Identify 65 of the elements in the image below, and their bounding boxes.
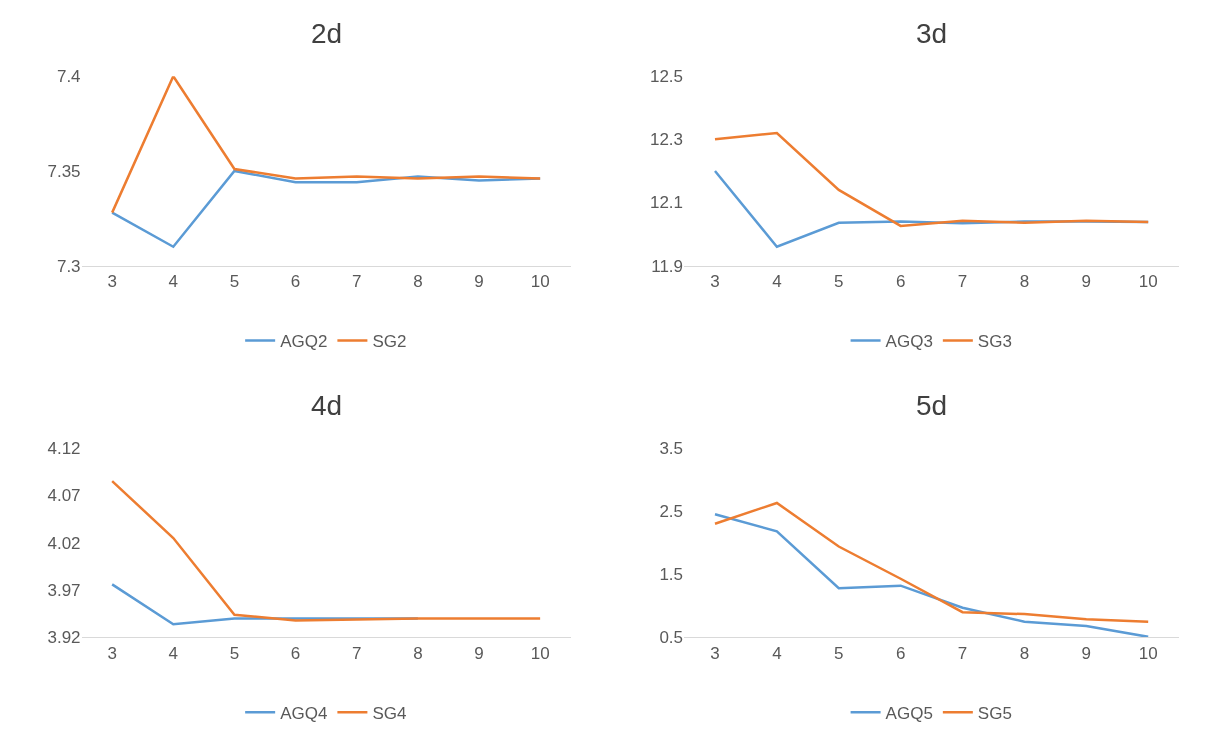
y-tick-label: 4.02 <box>47 533 81 553</box>
x-tick-label: 7 <box>351 272 362 292</box>
legend-label: SG5 <box>977 703 1012 723</box>
x-tick-label: 4 <box>772 272 782 292</box>
x-tick-label: 7 <box>957 272 968 292</box>
y-tick-label: 12.3 <box>649 130 684 150</box>
x-tick-label: 6 <box>895 643 906 663</box>
x-tick-label: 10 <box>530 643 550 663</box>
x-tick-label: 8 <box>1019 272 1030 292</box>
y-tick-label: 4.12 <box>47 438 81 458</box>
y-tick-label: 0.5 <box>659 628 684 648</box>
x-tick-label: 3 <box>710 272 720 292</box>
y-tick-label: 7.4 <box>56 67 81 87</box>
x-tick-label: 5 <box>834 272 844 292</box>
x-tick-label: 10 <box>1138 643 1158 663</box>
y-tick-label: 3.92 <box>47 628 81 648</box>
legend-label: AGQ2 <box>280 332 328 352</box>
chart-title: 2d <box>311 18 343 49</box>
x-tick-label: 5 <box>229 272 240 292</box>
chart-title: 4d <box>311 390 343 421</box>
x-tick-label: 10 <box>530 272 550 292</box>
legend-label: AGQ4 <box>280 703 328 723</box>
x-tick-label: 7 <box>351 643 362 663</box>
x-tick-label: 5 <box>229 643 240 663</box>
x-tick-label: 4 <box>168 643 179 663</box>
chart-title: 5d <box>916 390 948 421</box>
x-tick-label: 5 <box>834 643 844 663</box>
y-tick-label: 2.5 <box>659 502 684 522</box>
x-tick-label: 9 <box>474 643 484 663</box>
y-tick-label: 7.35 <box>47 161 81 181</box>
x-tick-label: 6 <box>290 272 301 292</box>
x-tick-label: 10 <box>1138 272 1158 292</box>
y-tick-label: 3.5 <box>659 438 684 458</box>
y-tick-label: 7.3 <box>56 256 81 276</box>
y-tick-label: 4.07 <box>47 486 81 506</box>
y-tick-label: 1.5 <box>659 565 684 585</box>
x-tick-label: 3 <box>107 272 117 292</box>
line-series <box>110 479 542 622</box>
x-tick-label: 9 <box>474 272 484 292</box>
legend-label: SG2 <box>372 332 407 352</box>
legend-label: SG3 <box>977 332 1012 352</box>
line-series <box>713 131 1150 228</box>
x-tick-label: 9 <box>1081 643 1092 663</box>
chart-title: 3d <box>916 18 948 49</box>
x-tick-label: 9 <box>1081 272 1092 292</box>
x-tick-label: 6 <box>290 643 301 663</box>
line-series <box>110 76 542 214</box>
line-series <box>713 501 1150 623</box>
y-tick-label: 11.9 <box>651 256 684 276</box>
x-tick-label: 8 <box>413 272 423 292</box>
x-tick-label: 8 <box>413 643 423 663</box>
x-tick-label: 7 <box>957 643 968 663</box>
y-tick-label: 3.97 <box>47 581 81 601</box>
x-tick-label: 8 <box>1019 643 1030 663</box>
y-tick-label: 12.5 <box>649 67 684 87</box>
x-tick-label: 3 <box>107 643 117 663</box>
x-tick-label: 4 <box>168 272 179 292</box>
x-tick-label: 6 <box>895 272 906 292</box>
line-series <box>713 513 1150 638</box>
legend-label: SG4 <box>372 703 407 723</box>
x-tick-label: 3 <box>710 643 720 663</box>
legend-label: AGQ3 <box>885 332 933 352</box>
y-tick-label: 12.1 <box>649 193 684 213</box>
x-tick-label: 4 <box>772 643 782 663</box>
legend-label: AGQ5 <box>885 703 933 723</box>
